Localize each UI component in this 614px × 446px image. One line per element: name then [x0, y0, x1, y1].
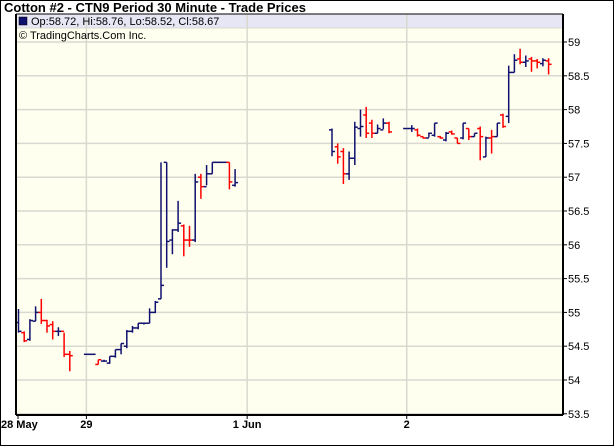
y-tick-label: 54	[568, 375, 580, 387]
ohlc-bar	[334, 143, 341, 164]
ohlc-bar	[465, 127, 472, 141]
ohlc-bar	[215, 161, 221, 164]
ohlc-bar	[363, 106, 370, 138]
ohlc-bar	[368, 119, 375, 138]
copyright-text: © TradingCharts.Com Inc.	[19, 30, 146, 42]
legend-text: Op:58.72, Hi:58.76, Lo:58.52, Cl:58.67	[31, 16, 219, 28]
legend-swatch	[18, 16, 28, 26]
ohlc-bar	[61, 330, 68, 358]
ohlc-bar	[460, 122, 467, 140]
y-tick-label: 57.5	[568, 138, 589, 150]
ohlc-bar	[471, 132, 478, 138]
ohlc-bar	[494, 122, 501, 138]
ohlc-bar	[425, 132, 432, 139]
ohlc-bar	[386, 121, 392, 134]
ohlc-bar	[95, 358, 102, 366]
ohlc-bar	[232, 169, 239, 187]
ohlc-bar	[146, 308, 153, 324]
ohlc-bar	[226, 161, 233, 190]
ohlc-bar	[101, 359, 107, 362]
ohlc-bar	[443, 131, 449, 142]
ohlc-bar	[420, 135, 427, 139]
ohlc-bar	[351, 121, 358, 166]
chart-title: Cotton #2 - CTN9 Period 30 Minute - Trad…	[4, 0, 306, 15]
ohlc-bar	[169, 229, 176, 255]
ohlc-bar	[431, 122, 438, 137]
ohlc-bar	[448, 130, 455, 135]
x-tick-label: 1 Jun	[233, 419, 262, 431]
y-tick-label: 59	[568, 37, 580, 49]
ohlc-bar	[66, 350, 73, 372]
ohlc-bar	[129, 325, 136, 333]
ohlc-bar	[539, 58, 546, 67]
ohlc-bar	[534, 58, 541, 69]
ohlc-bar	[197, 173, 204, 199]
x-tick-label: 2	[404, 419, 410, 431]
y-tick-label: 54.5	[568, 341, 589, 353]
ohlc-bar	[511, 54, 518, 74]
ohlc-bar	[414, 128, 421, 137]
ohlc-bar	[403, 127, 410, 130]
ohlc-bar	[49, 321, 56, 340]
ohlc-bar	[329, 128, 335, 157]
y-tick-label: 57	[568, 172, 580, 184]
ohlc-bar	[55, 327, 62, 337]
y-tick-label: 55.5	[568, 274, 589, 286]
ohlc-bar	[112, 348, 119, 358]
ohlc-bar	[477, 126, 484, 161]
ohlc-bar	[175, 200, 182, 232]
ohlc-bar	[454, 137, 461, 145]
y-tick-label: 58	[568, 105, 580, 117]
ohlc-bar	[545, 58, 552, 75]
x-tick-label: 28 May	[1, 419, 39, 431]
ohlc-bar	[89, 353, 96, 356]
y-tick-label: 53.5	[568, 409, 589, 421]
ohlc-bar	[374, 124, 381, 135]
ohlc-bar	[517, 48, 524, 65]
y-tick-label: 56.5	[568, 206, 589, 218]
ohlc-bar	[163, 161, 170, 268]
ohlc-bar	[500, 113, 506, 128]
ohlc-bar	[488, 129, 495, 154]
ohlc-bar	[180, 224, 187, 257]
ohlc-bar	[123, 329, 130, 349]
ohlc-bar	[482, 136, 489, 158]
ohlc-bar	[118, 342, 125, 355]
ohlc-bar	[26, 319, 33, 341]
ohlc-bar	[21, 331, 28, 343]
ohlc-bar	[158, 162, 164, 300]
y-tick-label: 55	[568, 307, 580, 319]
ohlc-bar	[83, 353, 90, 356]
y-tick-label: 56	[568, 240, 580, 252]
ohlc-bar	[380, 118, 387, 131]
plot-background	[16, 14, 563, 415]
ohlc-bar	[106, 355, 113, 364]
x-tick-label: 29	[80, 419, 92, 431]
ohlc-bar	[38, 298, 45, 324]
y-tick-label: 58.5	[568, 71, 589, 83]
ohlc-bar	[408, 125, 415, 132]
ohlc-bar	[357, 109, 364, 137]
ohlc-bar	[209, 161, 216, 175]
ohlc-bar	[140, 322, 147, 325]
ohlc-bar	[505, 65, 512, 124]
ohlc-bar	[152, 300, 159, 314]
ohlc-bar	[220, 161, 227, 164]
ohlc-bar	[192, 173, 199, 243]
ohlc-bar	[186, 225, 193, 247]
ohlc-bar	[44, 319, 50, 333]
ohlc-bar	[522, 55, 529, 68]
ohlc-bar	[32, 306, 39, 322]
ohlc-bar	[528, 56, 535, 72]
ohlc-bar	[340, 148, 347, 184]
ohlc-bar	[346, 151, 353, 180]
ohlc-bar	[203, 165, 210, 188]
ohlc-bar	[437, 135, 444, 139]
ohlc-bar	[135, 322, 142, 330]
legend-row-background	[16, 14, 563, 28]
